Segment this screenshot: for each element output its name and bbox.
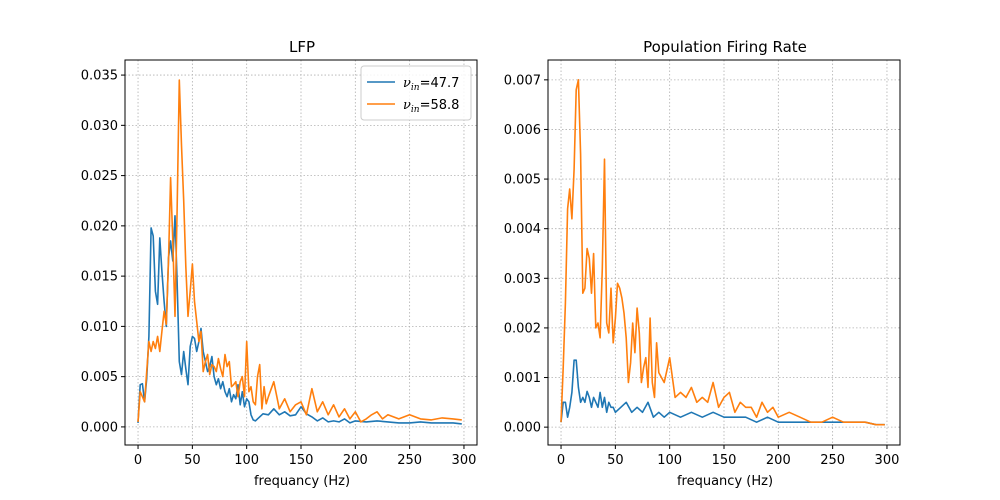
- x-tick-label: 300: [452, 453, 477, 468]
- y-tick-label: 0.025: [81, 169, 118, 184]
- firing-rate-series: [560, 79, 885, 426]
- y-tick-label: 0.001: [504, 371, 541, 386]
- x-tick-label: 250: [397, 453, 422, 468]
- x-tick-label: 0: [557, 453, 565, 468]
- y-tick-label: 0.000: [81, 420, 118, 435]
- legend-label: νin=47.7: [403, 76, 459, 93]
- legend-label: νin=58.8: [403, 98, 459, 115]
- x-tick-label: 150: [289, 453, 314, 468]
- y-tick-label: 0.020: [81, 219, 118, 234]
- y-tick-label: 0.003: [504, 272, 541, 287]
- x-tick-label: 150: [712, 453, 737, 468]
- y-tick-label: 0.000: [504, 421, 541, 436]
- x-tick-label: 250: [820, 453, 845, 468]
- lfp-grid: [125, 60, 477, 445]
- x-tick-label: 300: [875, 453, 900, 468]
- firing-rate-panel: Population Firing Rate 0 50 100 150 200 250 30…: [504, 38, 901, 489]
- y-tick-label: 0.005: [81, 370, 118, 385]
- lfp-x-axis-label: frequancy (Hz): [254, 474, 350, 489]
- firing-rate-ticks: 0 50 100 150 200 250 300 0.000 0.001 0.002 0.003 0.…: [504, 73, 900, 468]
- y-tick-label: 0.005: [504, 173, 541, 188]
- lfp-legend: νin=47.7 νin=58.8: [360, 65, 472, 121]
- firing-rate-series-line-2: [560, 79, 885, 426]
- firing-rate-title: Population Firing Rate: [643, 38, 807, 56]
- lfp-panel: LFP 0 50 100 150 200 250 300 0.000 0.005 0.010 0.0…: [81, 38, 478, 489]
- lfp-title: LFP: [289, 38, 315, 56]
- y-tick-label: 0.010: [81, 320, 118, 335]
- lfp-ticks: 0 50 100 150 200 250 300 0.000 0.005 0.010 0.015 0.…: [81, 69, 477, 468]
- y-tick-label: 0.006: [504, 123, 541, 138]
- x-tick-label: 200: [766, 453, 791, 468]
- x-tick-label: 50: [184, 453, 201, 468]
- y-tick-label: 0.015: [81, 270, 118, 285]
- firing-rate-series-line-1: [560, 359, 885, 426]
- x-tick-label: 200: [343, 453, 368, 468]
- x-tick-label: 50: [607, 453, 624, 468]
- legend-box: [360, 65, 472, 121]
- y-tick-label: 0.007: [504, 73, 541, 88]
- y-tick-label: 0.030: [81, 119, 118, 134]
- y-tick-label: 0.004: [504, 222, 541, 237]
- lfp-series-line-2: [137, 79, 462, 423]
- lfp-series: [137, 79, 462, 425]
- x-tick-label: 100: [657, 453, 682, 468]
- y-tick-label: 0.035: [81, 69, 118, 84]
- firing-rate-x-axis-label: frequancy (Hz): [677, 474, 773, 489]
- x-tick-label: 0: [134, 453, 142, 468]
- x-tick-label: 100: [234, 453, 259, 468]
- firing-rate-grid: [548, 60, 900, 445]
- y-tick-label: 0.002: [504, 321, 541, 336]
